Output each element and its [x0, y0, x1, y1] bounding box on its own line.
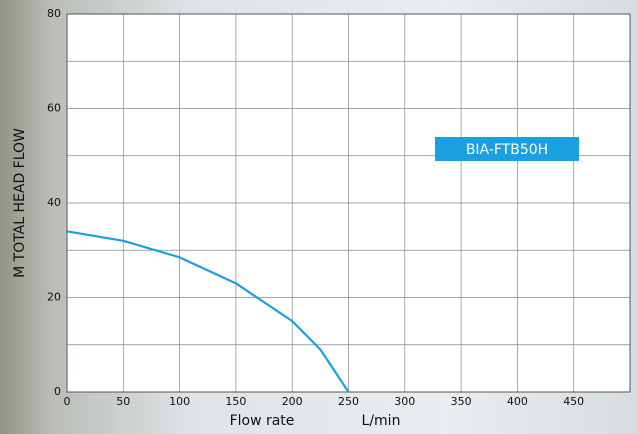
x-axis-unit: L/min: [362, 413, 401, 429]
y-tick-label: 80: [47, 7, 61, 20]
x-tick-label: 100: [169, 395, 190, 408]
y-tick-label: 20: [47, 291, 61, 304]
x-tick-label: 200: [282, 395, 303, 408]
legend-box: [435, 137, 579, 161]
y-tick-label: 60: [47, 102, 61, 115]
x-tick-label: 350: [451, 395, 472, 408]
x-tick-label: 450: [563, 395, 584, 408]
x-tick-label: 0: [64, 395, 71, 408]
legend-label: BIA-FTB50H: [466, 142, 548, 158]
x-tick-label: 250: [338, 395, 359, 408]
x-tick-label: 300: [394, 395, 415, 408]
x-axis-title: Flow rate: [230, 413, 295, 429]
x-tick-label: 50: [116, 395, 130, 408]
x-tick-label: 400: [507, 395, 528, 408]
series-line: [66, 230, 350, 393]
y-tick-label: 40: [47, 196, 61, 209]
y-axis-title: M TOTAL HEAD FLOW: [12, 128, 28, 278]
y-tick-label: 0: [54, 385, 61, 398]
x-tick-label: 150: [225, 395, 246, 408]
